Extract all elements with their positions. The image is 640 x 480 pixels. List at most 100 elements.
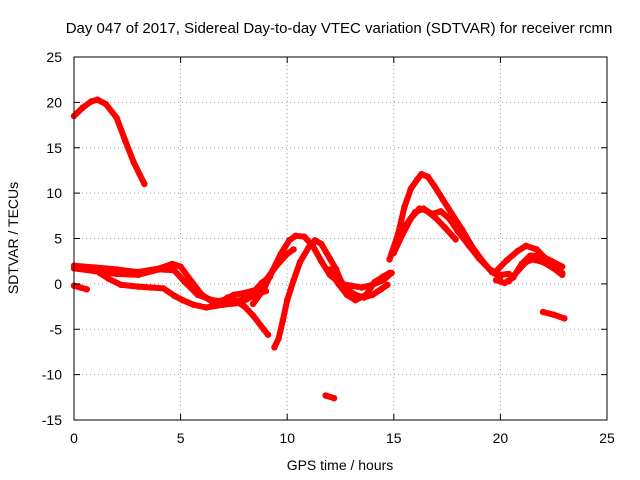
x-tick-label: 10 <box>279 430 295 446</box>
data-point <box>529 256 536 263</box>
data-point <box>260 326 267 333</box>
data-point <box>343 291 351 298</box>
x-tick-label: 20 <box>493 430 509 446</box>
y-tick-label: -5 <box>50 321 63 337</box>
data-point <box>452 236 459 243</box>
data-point <box>446 215 453 222</box>
data-point <box>156 266 163 273</box>
data-point <box>437 208 444 215</box>
y-tick-label: -15 <box>42 412 62 428</box>
data-point <box>371 278 378 286</box>
data-point <box>141 180 148 188</box>
data-point <box>224 294 231 301</box>
data-point <box>539 258 547 266</box>
data-point <box>220 301 227 308</box>
data-point <box>497 271 504 278</box>
data-point <box>194 291 201 298</box>
data-point <box>284 297 291 304</box>
data-point <box>277 250 284 258</box>
data-point <box>311 237 319 244</box>
data-point <box>301 233 308 240</box>
data-point <box>104 275 112 282</box>
data-point <box>232 297 240 305</box>
y-tick-label: 0 <box>54 276 62 292</box>
data-point <box>113 270 120 278</box>
series-s2 <box>71 260 274 305</box>
data-point <box>420 205 427 212</box>
data-point <box>514 268 521 275</box>
data-point <box>322 392 329 399</box>
data-point <box>454 228 461 235</box>
data-point <box>318 258 325 265</box>
data-point <box>296 258 304 266</box>
data-point <box>177 263 184 270</box>
x-tick-label: 15 <box>386 430 402 446</box>
y-axis-label: SDTVAR / TECUs <box>5 182 21 294</box>
data-point <box>533 246 540 253</box>
data-point <box>249 300 257 307</box>
data-point <box>390 249 397 257</box>
grid-lines <box>74 57 607 420</box>
data-point <box>379 273 387 280</box>
data-point <box>348 282 355 289</box>
data-point <box>394 238 402 246</box>
data-point <box>431 182 438 190</box>
x-tick-label: 0 <box>70 430 78 446</box>
data-point <box>358 284 365 291</box>
data-point <box>260 286 267 293</box>
data-point <box>209 297 216 304</box>
data-point <box>326 255 333 262</box>
data-point <box>418 170 425 178</box>
data-point <box>539 308 547 316</box>
data-point <box>503 257 510 264</box>
data-point <box>486 266 493 273</box>
data-point <box>171 292 178 299</box>
data-point <box>249 312 257 319</box>
data-point <box>401 203 408 210</box>
data-point <box>407 185 415 192</box>
data-point <box>559 263 566 270</box>
data-point <box>505 278 513 285</box>
data-point <box>352 297 359 304</box>
data-point <box>190 301 197 308</box>
x-axis-label: GPS time / hours <box>287 457 394 473</box>
data-point <box>269 268 276 275</box>
data-point <box>369 291 376 298</box>
data-point <box>326 266 333 273</box>
data-point <box>122 137 129 144</box>
data-point <box>77 284 84 291</box>
data-point <box>424 173 432 180</box>
data-series <box>70 96 568 402</box>
data-point <box>362 291 370 298</box>
data-point <box>179 297 186 304</box>
data-point <box>386 256 393 263</box>
data-point <box>550 311 557 318</box>
data-point <box>147 284 154 291</box>
data-point <box>275 335 282 342</box>
data-point <box>492 268 500 275</box>
y-tick-label: -10 <box>42 367 62 383</box>
data-point <box>160 285 167 292</box>
data-point <box>439 196 446 203</box>
data-point <box>279 317 287 324</box>
y-tick-label: 15 <box>46 140 62 156</box>
data-point <box>271 344 278 351</box>
data-point <box>550 265 557 272</box>
data-point <box>94 96 101 103</box>
data-point <box>333 266 340 273</box>
data-point <box>134 283 142 290</box>
data-point <box>117 281 125 288</box>
data-point <box>87 98 95 105</box>
data-point <box>537 252 545 259</box>
data-point <box>290 246 297 253</box>
y-tick-label: 20 <box>46 94 62 110</box>
data-point <box>475 255 483 262</box>
data-point <box>559 271 566 278</box>
data-point <box>284 250 291 258</box>
data-point <box>522 258 530 266</box>
data-point <box>384 281 391 288</box>
data-point <box>403 220 410 228</box>
x-tick-label: 5 <box>177 430 185 446</box>
data-point <box>386 269 393 277</box>
